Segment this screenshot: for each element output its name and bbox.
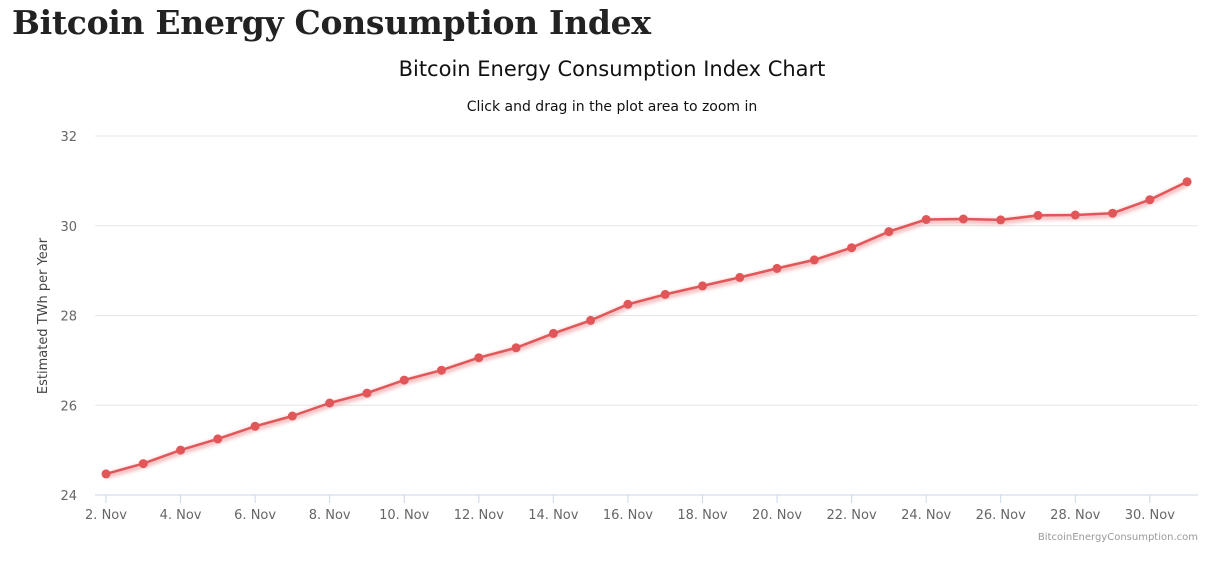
data-point[interactable] <box>884 227 894 237</box>
data-point[interactable] <box>958 214 968 224</box>
series-line-shadow <box>105 181 1189 479</box>
data-point[interactable] <box>772 263 782 273</box>
grid: 24 26 28 30 32 <box>60 130 1198 504</box>
y-tick-label: 30 <box>60 220 77 235</box>
data-point[interactable] <box>1033 210 1043 220</box>
data-point[interactable] <box>660 289 670 299</box>
x-tick-label: 10. Nov <box>379 508 429 523</box>
data-point[interactable] <box>623 299 633 309</box>
data-point[interactable] <box>287 411 297 421</box>
chart-subtitle: Click and drag in the plot area to zoom … <box>467 99 758 115</box>
x-tick-label: 12. Nov <box>454 508 504 523</box>
data-point[interactable] <box>138 459 148 469</box>
data-point[interactable] <box>101 469 111 479</box>
data-point[interactable] <box>921 215 931 224</box>
data-point[interactable] <box>362 388 372 398</box>
y-tick-label: 28 <box>60 310 77 325</box>
x-tick-label: 8. Nov <box>309 508 351 523</box>
x-tick-label: 22. Nov <box>827 508 877 523</box>
data-point[interactable] <box>325 398 335 408</box>
x-tick-label: 28. Nov <box>1050 508 1100 523</box>
data-point[interactable] <box>698 281 707 291</box>
series-area[interactable] <box>101 177 1192 479</box>
data-point[interactable] <box>847 243 857 253</box>
data-point[interactable] <box>176 445 186 455</box>
x-tick-label: 20. Nov <box>752 508 802 523</box>
data-point[interactable] <box>586 315 596 325</box>
x-tick-label: 24. Nov <box>901 508 951 523</box>
data-point[interactable] <box>511 343 521 353</box>
data-point[interactable] <box>399 375 409 385</box>
y-tick-label: 26 <box>60 399 77 414</box>
page-heading: Bitcoin Energy Consumption Index <box>12 3 651 42</box>
x-tick-label: 18. Nov <box>677 508 727 523</box>
series-line <box>105 180 1188 476</box>
x-tick-label: 16. Nov <box>603 508 653 523</box>
x-tick-label: 26. Nov <box>976 508 1026 523</box>
y-tick-label: 24 <box>60 489 77 504</box>
x-axis: 2. Nov 4. Nov 6. Nov 8. Nov 10. Nov 12. Nov 14… <box>85 494 1198 523</box>
x-tick-label: 2. Nov <box>85 508 127 523</box>
chart-title: Bitcoin Energy Consumption Index Chart <box>399 57 826 81</box>
data-point[interactable] <box>809 255 819 265</box>
data-point[interactable] <box>735 272 745 282</box>
credits-link[interactable]: BitcoinEnergyConsumption.com <box>1038 532 1198 543</box>
data-point[interactable] <box>250 421 260 431</box>
data-point[interactable] <box>437 365 446 375</box>
data-point[interactable] <box>996 215 1006 225</box>
data-point[interactable] <box>1070 210 1080 220</box>
data-point[interactable] <box>213 434 223 444</box>
data-point[interactable] <box>1182 177 1192 187</box>
x-tick-label: 4. Nov <box>160 508 202 523</box>
data-point[interactable] <box>474 353 484 363</box>
x-tick-label: 30. Nov <box>1125 508 1175 523</box>
data-point[interactable] <box>1108 208 1118 218</box>
y-tick-label: 32 <box>60 130 77 145</box>
data-point[interactable] <box>1145 195 1155 205</box>
y-axis-title: Estimated TWh per Year <box>36 237 51 394</box>
x-tick-label: 14. Nov <box>528 508 578 523</box>
x-tick-label: 6. Nov <box>234 508 276 523</box>
data-point[interactable] <box>548 328 558 338</box>
